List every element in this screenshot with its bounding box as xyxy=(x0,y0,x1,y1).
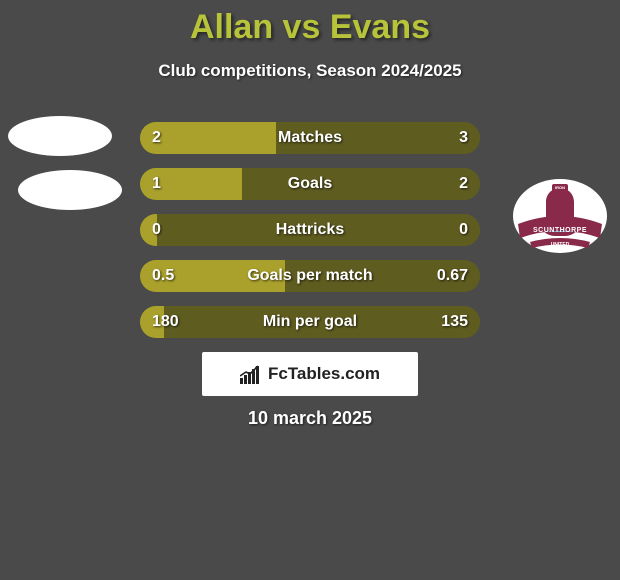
stat-label: Goals per match xyxy=(140,260,480,292)
page-title: Allan vs Evans xyxy=(0,0,620,47)
stat-label: Matches xyxy=(140,122,480,154)
date-text: 10 march 2025 xyxy=(0,408,620,429)
stat-value-right: 2 xyxy=(459,168,468,200)
stat-row: 0Hattricks0 xyxy=(0,214,620,246)
stat-value-right: 0 xyxy=(459,214,468,246)
brand-text: FcTables.com xyxy=(268,364,380,384)
brand-box: FcTables.com xyxy=(202,352,418,396)
chart-icon xyxy=(240,364,264,384)
stat-row: 1Goals2 xyxy=(0,168,620,200)
stat-row: 180Min per goal135 xyxy=(0,306,620,338)
stat-label: Min per goal xyxy=(140,306,480,338)
stat-row: 2Matches3 xyxy=(0,122,620,154)
comparison-card: Allan vs Evans Club competitions, Season… xyxy=(0,0,620,580)
stat-row: 0.5Goals per match0.67 xyxy=(0,260,620,292)
stat-rows: 2Matches31Goals20Hattricks00.5Goals per … xyxy=(0,122,620,352)
stat-label: Hattricks xyxy=(140,214,480,246)
subtitle: Club competitions, Season 2024/2025 xyxy=(0,61,620,81)
stat-value-right: 3 xyxy=(459,122,468,154)
stat-value-right: 135 xyxy=(441,306,468,338)
stat-label: Goals xyxy=(140,168,480,200)
stat-value-right: 0.67 xyxy=(437,260,468,292)
